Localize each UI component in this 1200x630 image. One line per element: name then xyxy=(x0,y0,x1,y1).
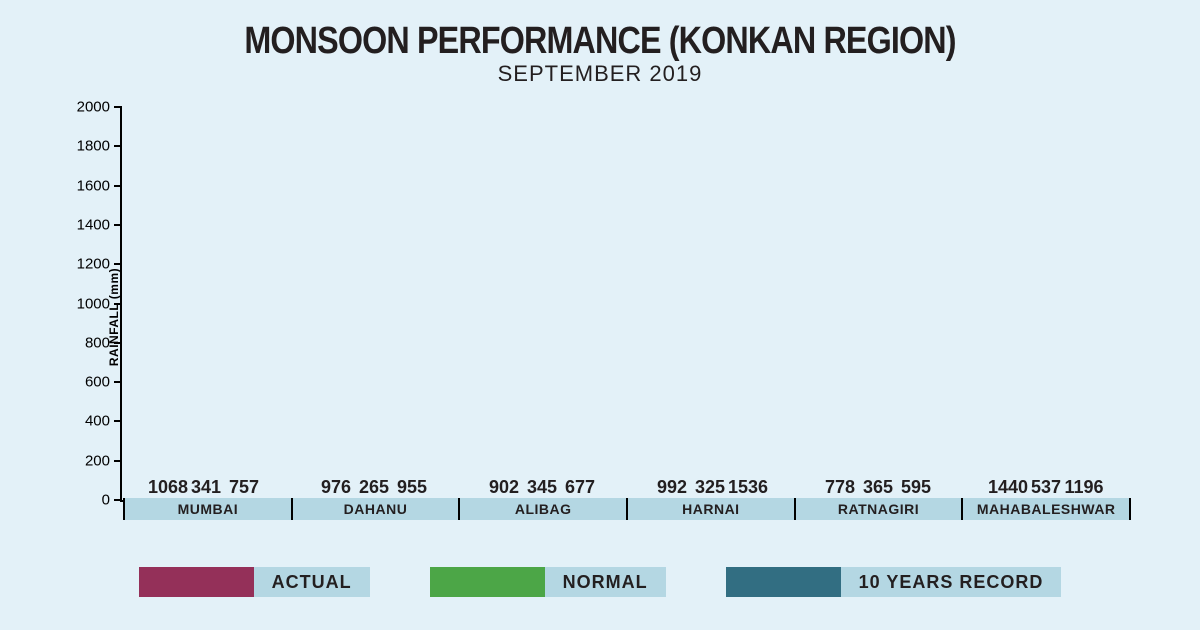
bar-value-label: 902 xyxy=(489,477,519,498)
legend-item: ACTUAL xyxy=(139,567,370,597)
x-axis-label: DAHANU xyxy=(291,498,461,520)
bar-value-label: 976 xyxy=(321,477,351,498)
bar-value-label: 1536 xyxy=(728,477,768,498)
y-tick-label: 1600 xyxy=(77,177,110,194)
legend-label: ACTUAL xyxy=(254,567,370,597)
legend: ACTUAL NORMAL 10 YEARS RECORD xyxy=(50,567,1150,597)
bar-value-label: 265 xyxy=(359,477,389,498)
legend-item: 10 YEARS RECORD xyxy=(726,567,1062,597)
bar-value-label: 992 xyxy=(657,477,687,498)
plot-area: 1068341 757 976 265 955 902 345 677 992 3251536 77… xyxy=(120,107,1130,502)
y-tick xyxy=(114,224,122,226)
legend-swatch xyxy=(139,567,254,597)
bar-value-label: 325 xyxy=(695,477,725,498)
x-axis-label: MAHABALESHWAR xyxy=(961,498,1131,520)
y-tick-label: 200 xyxy=(85,452,110,469)
y-tick xyxy=(114,460,122,462)
bar-value-label: 341 xyxy=(191,477,221,498)
y-tick-label: 1200 xyxy=(77,256,110,273)
y-tick-label: 600 xyxy=(85,374,110,391)
legend-label: 10 YEARS RECORD xyxy=(841,567,1062,597)
chart-subtitle: SEPTEMBER 2019 xyxy=(50,61,1150,87)
bar-value-label: 1068 xyxy=(148,477,188,498)
y-tick-label: 1000 xyxy=(77,295,110,312)
y-tick-label: 400 xyxy=(85,413,110,430)
bar-value-label: 1196 xyxy=(1064,477,1103,498)
legend-item: NORMAL xyxy=(430,567,666,597)
bar-groups: 1068341 757 976 265 955 902 345 677 992 3251536 77… xyxy=(122,107,1130,500)
chart-title: MONSOON PERFORMANCE (KONKAN REGION) xyxy=(133,20,1068,63)
bar-value-label: 778 xyxy=(825,477,855,498)
bar-value-label: 345 xyxy=(527,477,557,498)
y-tick xyxy=(114,106,122,108)
y-tick xyxy=(114,145,122,147)
y-tick-label: 0 xyxy=(102,492,110,509)
x-axis-label: HARNAI xyxy=(626,498,796,520)
y-tick xyxy=(114,263,122,265)
y-tick xyxy=(114,420,122,422)
y-tick xyxy=(114,499,122,501)
y-tick-label: 1800 xyxy=(77,138,110,155)
bar-value-label: 677 xyxy=(565,477,595,498)
bar-value-label: 757 xyxy=(229,477,259,498)
bar-value-label: 955 xyxy=(397,477,427,498)
y-tick xyxy=(114,185,122,187)
y-tick-label: 2000 xyxy=(77,99,110,116)
bar-value-label: 595 xyxy=(901,477,931,498)
bar-value-label: 537 xyxy=(1031,477,1061,498)
legend-swatch xyxy=(430,567,545,597)
y-tick xyxy=(114,342,122,344)
x-axis-label: MUMBAI xyxy=(123,498,293,520)
bar-value-label: 1440 xyxy=(988,477,1028,498)
x-axis-label: RATNAGIRI xyxy=(794,498,964,520)
y-tick-label: 1400 xyxy=(77,216,110,233)
bar-value-label: 365 xyxy=(863,477,893,498)
y-tick xyxy=(114,303,122,305)
y-tick xyxy=(114,381,122,383)
x-axis-label: ALIBAG xyxy=(458,498,628,520)
x-axis-labels: MUMBAIDAHANUALIBAGHARNAIRATNAGIRIMAHABAL… xyxy=(124,498,1130,520)
chart-area: RAINFALL (mm) 10683417579762659559023456… xyxy=(120,107,1130,527)
y-tick-label: 800 xyxy=(85,334,110,351)
legend-label: NORMAL xyxy=(545,567,666,597)
legend-swatch xyxy=(726,567,841,597)
chart-container: MONSOON PERFORMANCE (KONKAN REGION) SEPT… xyxy=(0,0,1200,630)
